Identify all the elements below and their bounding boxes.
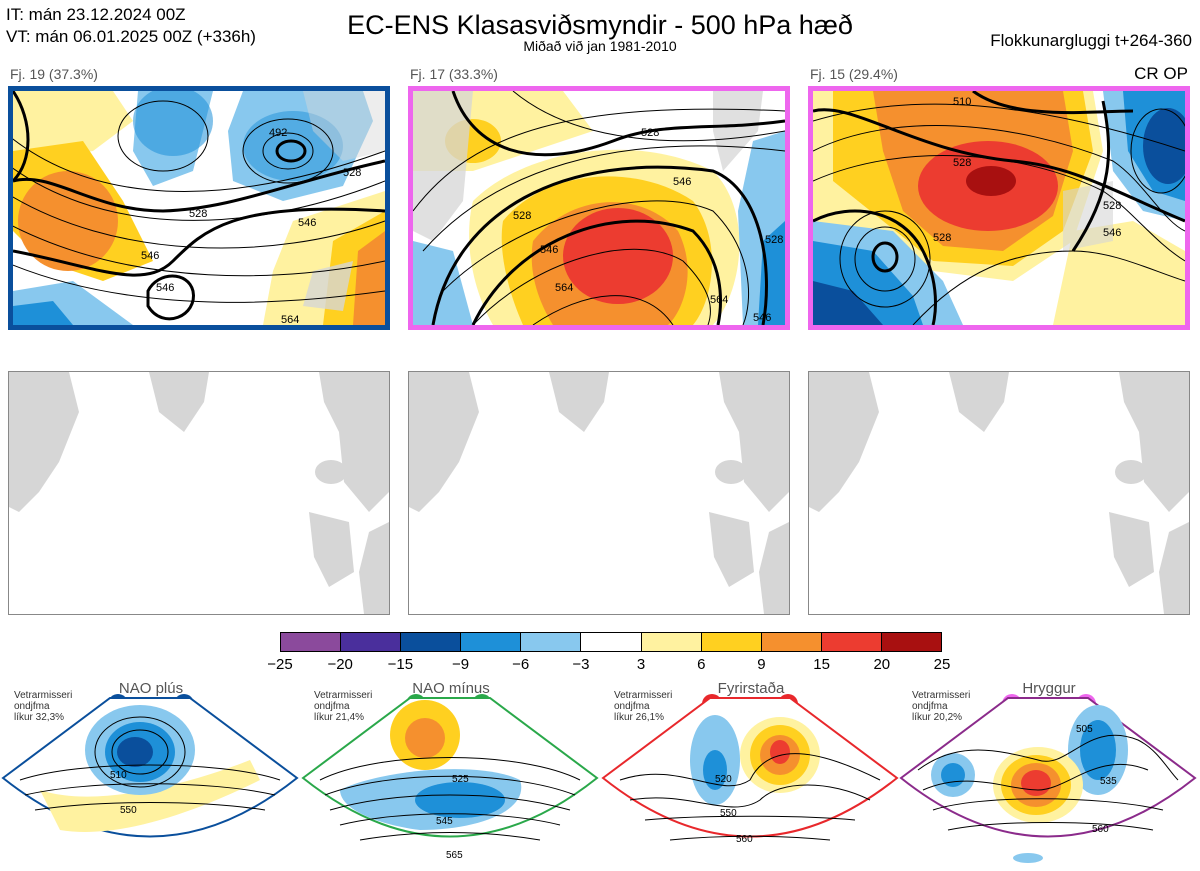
colorbar-swatch	[701, 633, 762, 651]
colorbar-swatch	[881, 633, 942, 651]
colorbar-tick-label: 3	[636, 656, 646, 673]
regime-ridge: Hryggur Vetrarmisseri ondjfma líkur 20,2…	[898, 680, 1200, 870]
cluster-2-contour-label: 528	[513, 210, 531, 222]
regime-title: Hryggur	[1022, 680, 1076, 697]
colorbar-tick-label: 9	[757, 656, 766, 673]
colorbar	[280, 632, 942, 652]
colorbar-tick-label: −3	[572, 656, 590, 673]
colorbar-tick-label: −25	[267, 656, 293, 673]
cluster-1-contour-label: 546	[298, 217, 316, 229]
regime-contour-label: 560	[1092, 824, 1109, 835]
regime-contour-label: 560	[736, 834, 753, 845]
cluster-3-label: Fj. 15 (29.4%)	[810, 66, 898, 82]
colorbar-tick-label: 25	[933, 656, 951, 673]
cluster-2-contour-label: 528	[765, 234, 783, 246]
regime-info-line: ondjfma	[14, 701, 50, 712]
cluster-1-contour-label: 492	[269, 127, 287, 139]
cluster-1-map: 492 528 546 546 528 546 564	[8, 86, 390, 330]
colorbar-swatch	[401, 633, 462, 651]
regime-info-line: Vetrarmisseri	[614, 690, 673, 701]
crop-label: CR OP	[1134, 64, 1188, 83]
regime-nao-plus: NAO plús Vetrarmisseri ondjfma líkur 32,…	[0, 680, 302, 870]
classification-window: Flokkunargluggi t+264-360	[990, 31, 1192, 50]
regime-nao-minus: NAO mínus Vetrarmisseri ondjfma líkur 21…	[300, 680, 602, 870]
regime-info: Vetrarmisseri ondjfma líkur 32,3%	[14, 690, 72, 723]
regime-info-line: Vetrarmisseri	[912, 690, 971, 701]
regime-contour-label: 565	[446, 850, 463, 861]
colorbar-tick-label: −15	[387, 656, 414, 673]
regime-info-line: Vetrarmisseri	[14, 690, 73, 701]
colorbar-swatch	[761, 633, 822, 651]
colorbar-swatch	[461, 633, 522, 651]
cluster-2-contour-label: 546	[540, 244, 558, 256]
cluster-2-contour-label: 546	[753, 312, 771, 324]
colorbar-swatch	[821, 633, 882, 651]
cluster-2-contour-label: 528	[641, 127, 659, 139]
colorbar-tick-label: −20	[327, 656, 353, 673]
page-subtitle: Miðað við jan 1981-2010	[523, 38, 677, 54]
regime-info-line: ondjfma	[614, 701, 650, 712]
page-title: EC-ENS Klasasviðsmyndir - 500 hPa hæð	[347, 10, 853, 40]
regime-title: Fyrirstaða	[717, 680, 785, 697]
header-info: IT: mán 23.12.2024 00Z VT: mán 06.01.202…	[6, 4, 256, 48]
empty-map-3	[808, 371, 1190, 615]
regime-info-line: ondjfma	[912, 701, 948, 712]
empty-map-1	[8, 371, 390, 615]
regime-title: NAO mínus	[412, 680, 490, 697]
regime-info: Vetrarmisseri ondjfma líkur 20,2%	[912, 690, 970, 723]
regime-info-line: líkur 20,2%	[912, 712, 963, 723]
regime-title: NAO plús	[118, 680, 184, 697]
regime-info-line: líkur 32,3%	[14, 712, 65, 723]
cluster-1-contour-label: 546	[156, 282, 174, 294]
initial-time: IT: mán 23.12.2024 00Z	[6, 5, 186, 24]
colorbar-tick-label: 6	[697, 656, 706, 673]
colorbar-swatch	[641, 633, 702, 651]
regime-contour-label: 520	[715, 774, 732, 785]
cluster-3-contour-label: 528	[933, 232, 951, 244]
cluster-2-contour-label: 564	[710, 294, 728, 306]
colorbar-swatch	[281, 633, 342, 651]
cluster-1-contour-label: 546	[141, 250, 159, 262]
colorbar-swatch	[581, 633, 642, 651]
regime-info: Vetrarmisseri ondjfma líkur 26,1%	[614, 690, 672, 723]
cluster-3-contour-label: 528	[1103, 200, 1121, 212]
cluster-1-contour-label: 564	[281, 314, 299, 325]
regime-contour-label: 545	[436, 816, 453, 827]
cluster-2-contour-label: 546	[673, 176, 691, 188]
empty-map-2	[408, 371, 790, 615]
colorbar-tick-label: −6	[512, 656, 530, 673]
regime-contour-label: 525	[452, 774, 469, 785]
regime-contour-label: 510	[110, 770, 127, 781]
cluster-1-label: Fj. 19 (37.3%)	[10, 66, 98, 82]
regime-contour-label: 550	[120, 805, 137, 816]
cluster-2-contour-label: 564	[555, 282, 573, 294]
regime-contour-label: 550	[720, 808, 737, 819]
cluster-3-contour-label: 528	[953, 157, 971, 169]
regime-blocking: Fyrirstaða Vetrarmisseri ondjfma líkur 2…	[600, 680, 902, 870]
colorbar-tick-label: 20	[873, 656, 891, 673]
regime-info-line: líkur 21,4%	[314, 712, 365, 723]
cluster-3-contour-label: 510	[953, 96, 971, 108]
cluster-2-label: Fj. 17 (33.3%)	[410, 66, 498, 82]
regime-contour-label: 535	[1100, 776, 1117, 787]
colorbar-swatch	[521, 633, 582, 651]
cluster-3-contour-label: 546	[1103, 227, 1121, 239]
cluster-3-map: 510 528 528 546 528	[808, 86, 1190, 330]
regime-info-line: ondjfma	[314, 701, 350, 712]
valid-time: VT: mán 06.01.2025 00Z (+336h)	[6, 27, 256, 46]
regime-info-line: líkur 26,1%	[614, 712, 665, 723]
colorbar-swatch	[341, 633, 402, 651]
cluster-1-contour-label: 528	[343, 167, 361, 179]
regime-contour-label: 505	[1076, 724, 1093, 735]
cluster-2-map: 528 546 528 546 564 546 564 528	[408, 86, 790, 330]
cluster-1-contour-label: 528	[189, 208, 207, 220]
colorbar-tick-label: 15	[813, 656, 830, 673]
colorbar-ticks: −25 −20 −15 −9 −6 −3 3 6 9 15 20 25	[267, 656, 952, 674]
regime-info-line: Vetrarmisseri	[314, 690, 373, 701]
regime-info: Vetrarmisseri ondjfma líkur 21,4%	[314, 690, 372, 723]
colorbar-tick-label: −9	[451, 656, 470, 673]
